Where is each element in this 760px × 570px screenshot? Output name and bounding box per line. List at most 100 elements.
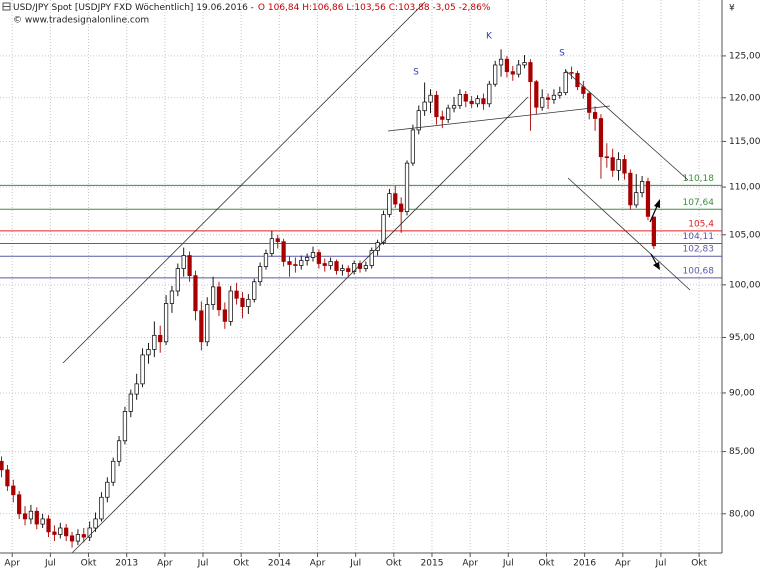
candle-body (252, 281, 257, 300)
candle-body (463, 94, 468, 102)
candle-body (399, 203, 404, 212)
annotation: S (559, 49, 565, 59)
x-tick-label: 2016 (573, 559, 596, 569)
candle-body (34, 510, 39, 525)
candle-body (393, 193, 398, 205)
candle-body (352, 263, 357, 272)
x-tick-label: 2013 (115, 559, 138, 569)
candle-body (639, 181, 645, 194)
candle-body (569, 72, 574, 74)
x-tick-label: Okt (386, 559, 402, 569)
candle-body (534, 81, 539, 108)
candle-body (528, 62, 533, 83)
candle-body (17, 494, 22, 515)
candle-body (228, 290, 233, 322)
candle-body (11, 485, 16, 496)
arrow-down (650, 253, 658, 266)
y-tick-label: 110,00 (729, 183, 760, 193)
annotation: S (413, 68, 419, 78)
candle-body (487, 83, 492, 105)
y-unit: ¥ (729, 4, 735, 14)
candle-body (587, 93, 592, 113)
candle-body (363, 265, 368, 269)
x-tick-label: 2015 (421, 559, 444, 569)
x-tick-label: Okt (539, 559, 555, 569)
candle-body (481, 98, 486, 105)
candle-body (316, 252, 321, 264)
x-tick-label: Jul (44, 559, 56, 569)
candle-body (205, 304, 210, 343)
x-tick-label: Okt (81, 559, 97, 569)
level-label: 105,4 (688, 219, 714, 229)
candle-body (69, 535, 75, 542)
candle-body (504, 58, 510, 72)
level-label: 102,83 (683, 245, 715, 255)
y-tick-label: 100,00 (729, 280, 760, 290)
x-tick-label: 2014 (268, 559, 291, 569)
x-tick-label: Apr (462, 559, 478, 569)
candle-body (404, 162, 410, 212)
candle-body (522, 62, 527, 66)
candle-body (152, 334, 157, 350)
arrow-up-head (654, 199, 660, 208)
lower-channel (71, 96, 529, 554)
chart-quote: O 106,84 H:106,86 L:103,56 C:103,88 -3,0… (258, 3, 491, 13)
candle-body (410, 129, 416, 164)
candle-body (181, 255, 186, 269)
candle-body (322, 263, 327, 266)
candle-body (281, 241, 286, 262)
candle-body (287, 261, 292, 265)
y-tick-label: 95,00 (729, 333, 755, 343)
x-tick-label: Jul (197, 559, 209, 569)
candle-body (422, 101, 427, 112)
candle-body (651, 216, 656, 247)
level-label: 100,68 (683, 266, 715, 276)
candle-body (140, 354, 145, 385)
candle-body (75, 534, 81, 542)
level-label: 104,11 (683, 232, 715, 242)
annotation: K (486, 32, 493, 42)
trend-lines (62, 1, 691, 554)
candle-body (428, 94, 433, 103)
candle-body (375, 242, 380, 251)
candle-body (222, 309, 227, 322)
candle-body (416, 110, 421, 131)
candle-body (257, 266, 263, 283)
candle-body (275, 238, 280, 242)
neckline (387, 105, 611, 132)
arrow-down-head (653, 262, 660, 270)
candle-body (469, 100, 474, 105)
candle-body (545, 97, 551, 100)
arrow-up (649, 203, 659, 223)
candle-body (498, 58, 504, 66)
candle-body (381, 214, 386, 243)
candle-body (475, 98, 480, 105)
candle-body (199, 310, 204, 343)
candle-body (457, 94, 463, 106)
candle-body (187, 255, 192, 277)
candle-body (598, 118, 604, 158)
x-tick-label: Okt (233, 559, 249, 569)
candle-body (240, 297, 245, 307)
x-tick-label: Apr (4, 559, 20, 569)
x-tick-label: Jul (502, 559, 514, 569)
candle-body (116, 440, 122, 462)
candle-body (628, 172, 633, 206)
candle-body (328, 261, 333, 266)
candle-body (134, 383, 139, 395)
candle-body (299, 260, 304, 266)
candle-body (81, 534, 86, 538)
candle-body (645, 181, 651, 217)
candle-body (446, 107, 451, 120)
level-label: 110,18 (683, 174, 715, 184)
candle-body (563, 72, 568, 94)
candle-body (510, 71, 515, 75)
candle-body (175, 268, 180, 292)
candle-body (64, 527, 69, 537)
candle-body (99, 496, 104, 520)
candle-body (357, 263, 363, 269)
down-channel-upper (564, 69, 689, 181)
candle-body (592, 112, 598, 119)
candle-body (128, 393, 133, 412)
candle-body (293, 264, 298, 266)
